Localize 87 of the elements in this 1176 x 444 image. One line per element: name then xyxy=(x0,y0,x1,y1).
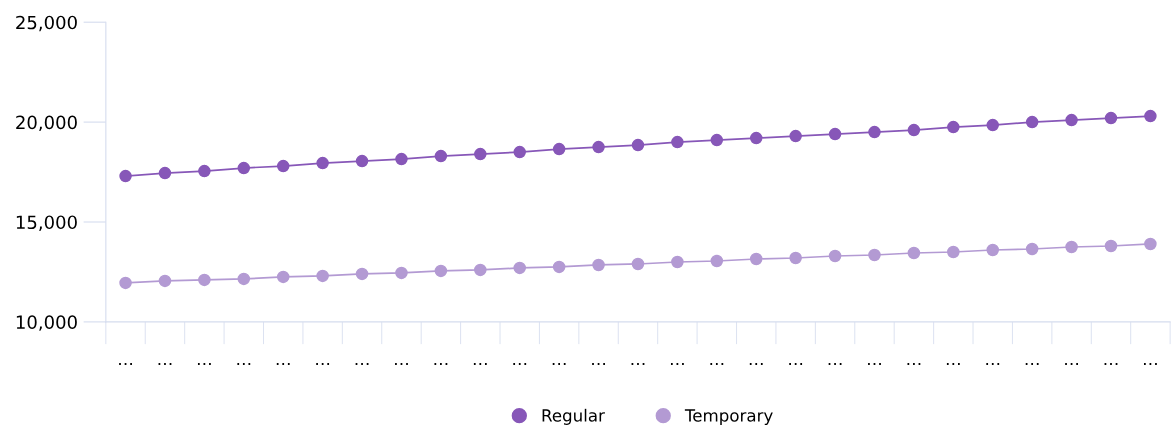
x-tick-label: … xyxy=(355,363,369,366)
point xyxy=(789,129,802,143)
x-tick-label: … xyxy=(1025,363,1039,366)
point xyxy=(198,273,211,287)
point xyxy=(671,135,684,149)
y-tick-label: 15,000 xyxy=(16,215,77,231)
legend-label: Temporary xyxy=(684,409,773,425)
point xyxy=(474,263,487,277)
x-tick-label: … xyxy=(552,363,566,366)
point xyxy=(749,252,763,266)
x-tick-label: … xyxy=(158,363,172,366)
point xyxy=(1104,239,1118,253)
point xyxy=(592,140,605,154)
y-tick-label: 20,000 xyxy=(16,115,77,132)
x-tick-label: … xyxy=(473,363,487,366)
x-tick-label: … xyxy=(276,363,290,366)
point xyxy=(986,243,999,257)
x-tick-label: … xyxy=(749,363,763,366)
point xyxy=(710,254,724,268)
point xyxy=(828,249,842,263)
point xyxy=(355,267,369,281)
x-tick-label: … xyxy=(592,363,605,366)
point xyxy=(947,245,960,259)
point xyxy=(513,145,526,159)
x-tick-label: … xyxy=(434,363,448,366)
point xyxy=(552,142,566,156)
point xyxy=(631,138,645,152)
y-tick-label: 25,000 xyxy=(16,15,77,32)
x-tick-label: … xyxy=(1104,363,1118,366)
point xyxy=(119,276,132,290)
point xyxy=(907,246,921,260)
x-tick-label: … xyxy=(710,363,724,366)
x-tick-label: … xyxy=(868,363,881,366)
point xyxy=(749,131,763,145)
point xyxy=(395,152,408,166)
point xyxy=(592,258,605,272)
x-tick-label: … xyxy=(395,363,408,366)
point xyxy=(789,251,802,265)
x-tick-label: … xyxy=(1065,363,1078,366)
x-tick-label: … xyxy=(513,363,527,366)
point xyxy=(1144,109,1157,123)
point xyxy=(1104,111,1118,125)
x-tick-label: … xyxy=(670,363,684,366)
legend-label: Regular xyxy=(542,408,605,425)
point xyxy=(631,257,645,271)
point xyxy=(276,270,290,284)
point xyxy=(355,154,369,168)
point xyxy=(947,120,960,134)
point xyxy=(237,161,251,175)
point xyxy=(907,123,921,137)
point xyxy=(1144,237,1157,251)
point xyxy=(710,133,724,147)
point xyxy=(868,125,881,139)
x-tick-label: … xyxy=(828,363,842,366)
point xyxy=(828,127,842,141)
point xyxy=(276,159,290,173)
point xyxy=(316,156,329,170)
x-tick-label: … xyxy=(986,363,1000,366)
x-tick-label: … xyxy=(907,363,921,366)
point xyxy=(1025,115,1039,129)
point xyxy=(158,166,172,180)
point xyxy=(434,264,448,278)
point xyxy=(868,248,881,262)
x-tick-label: … xyxy=(631,363,645,366)
point xyxy=(1065,113,1078,127)
x-tick-label: … xyxy=(316,363,330,366)
point xyxy=(513,261,526,275)
point xyxy=(158,274,172,288)
point xyxy=(671,255,684,269)
point xyxy=(1065,240,1078,254)
y-tick-label: 10,000 xyxy=(16,315,77,331)
point xyxy=(552,260,566,274)
point xyxy=(1025,242,1039,256)
point xyxy=(474,147,487,161)
x-tick-label: … xyxy=(119,363,132,366)
point xyxy=(119,169,132,183)
point xyxy=(986,118,999,132)
x-tick-label: … xyxy=(237,363,251,366)
point xyxy=(316,269,329,283)
point xyxy=(198,164,211,178)
x-tick-label: … xyxy=(789,363,803,366)
point xyxy=(434,149,448,163)
x-tick-label: … xyxy=(197,363,211,366)
point xyxy=(237,272,251,286)
x-tick-label: … xyxy=(946,363,960,366)
point xyxy=(395,266,408,280)
x-tick-label: … xyxy=(1144,363,1157,366)
